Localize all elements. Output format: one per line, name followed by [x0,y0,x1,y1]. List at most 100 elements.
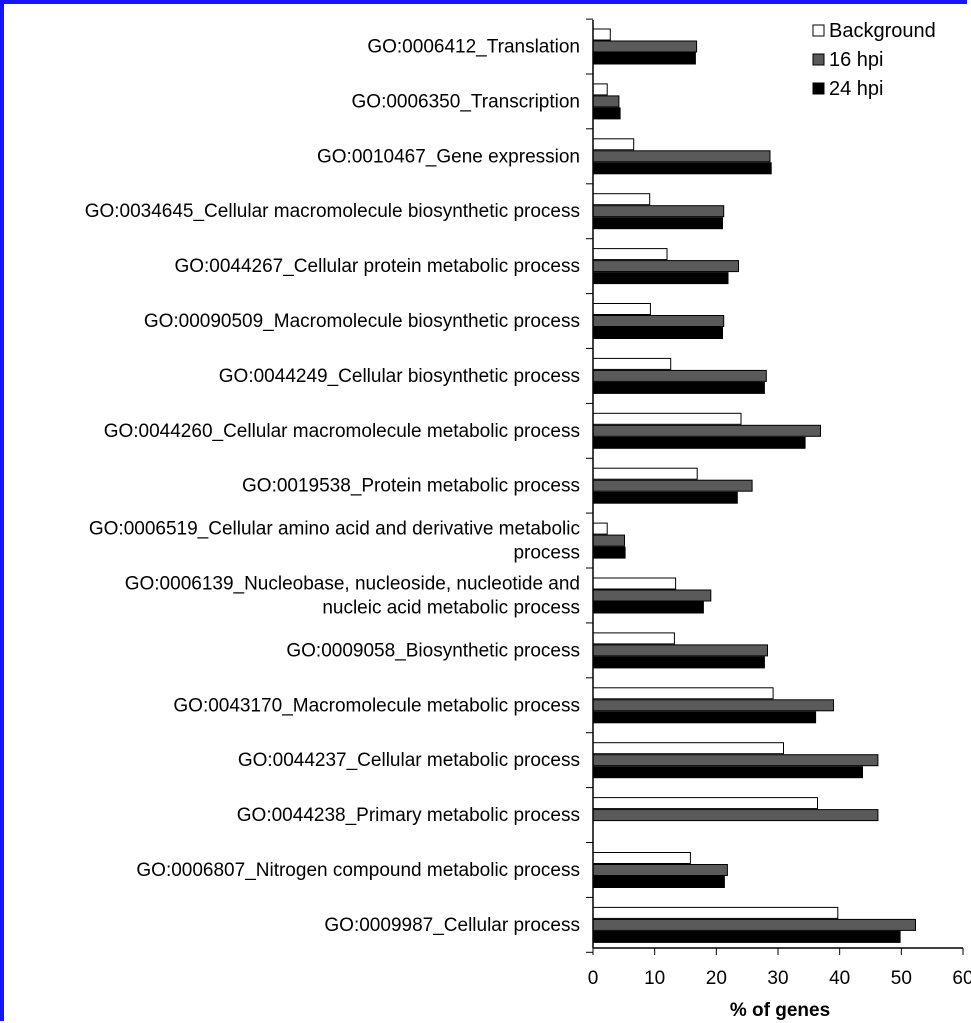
category-label: GO:0043170_Macromolecule metabolic proce… [173,695,580,716]
bar-24-hpi [592,381,765,394]
category-label-line: GO:0006807_Nitrogen compound metabolic p… [136,860,580,881]
x-tick-label: 10 [644,968,665,989]
bar-16-hpi [592,699,834,712]
category-labels: GO:0006412_Translation GO:0006350_Transcr… [85,37,580,936]
category-label-line: GO:0043170_Macromolecule metabolic proce… [173,695,580,716]
x-tick-label: 40 [829,968,850,989]
legend-swatch [812,82,825,95]
bar-background [592,797,818,810]
bar-background [592,467,698,480]
x-tick-label: 60 [952,968,971,989]
legend-swatch [812,24,825,37]
category-label: GO:0010467_Gene expression [317,146,580,167]
category-label: GO:00090509_Macromolecule biosynthetic p… [144,311,580,332]
legend-label: 16 hpi [829,49,884,71]
category-label: GO:0044237_Cellular metabolic process [238,750,580,771]
category-label: GO:0034645_Cellular macromolecule biosyn… [85,201,580,222]
bar-background [592,852,691,864]
bar-background [592,193,651,206]
bar-24-hpi [592,930,901,943]
category-label: GO:0044260_Cellular macromolecule metabo… [104,421,580,442]
category-label-line: GO:0044238_Primary metabolic process [237,805,580,826]
category-label-line: GO:0044249_Cellular biosynthetic process [219,366,580,387]
bar-16-hpi [592,534,625,547]
bar-24-hpi [592,601,704,614]
bar-16-hpi [592,918,916,931]
category-label: GO:0044249_Cellular biosynthetic process [219,366,580,387]
bar-16-hpi [592,150,771,163]
bar-16-hpi [592,864,728,876]
category-label-line: GO:0006350_Transcription [352,91,580,112]
bar-background [592,83,608,96]
bar-16-hpi [592,95,620,108]
category-label: GO:0006350_Transcription [352,91,580,112]
category-label-line: GO:0044267_Cellular protein metabolic pr… [174,256,580,277]
bar-background [592,412,742,425]
bar-24-hpi [592,436,806,449]
bar-background [592,303,651,315]
category-label-line: GO:0009058_Biosynthetic process [286,640,580,661]
category-label-line: GO:0044237_Cellular metabolic process [238,750,580,771]
category-label: GO:0009058_Biosynthetic process [286,640,580,661]
bars-layer [592,28,916,943]
bar-background [592,357,672,370]
x-tick-label: 0 [588,968,599,989]
bar-background [592,138,635,151]
category-label-line: GO:0009987_Cellular process [324,915,580,936]
bar-16-hpi [592,40,698,53]
bar-16-hpi [592,424,821,437]
legend-label: 24 hpi [829,78,884,100]
bar-16-hpi [592,260,739,273]
bar-24-hpi [592,327,723,339]
category-label-line: process [513,543,580,564]
legend-swatch [812,53,825,66]
category-label: GO:0044238_Primary metabolic process [237,805,580,826]
x-tick-label: 30 [767,968,788,989]
bar-24-hpi [592,766,863,779]
category-label-line: GO:0006139_Nucleobase, nucleoside, nucle… [125,574,580,595]
bar-24-hpi [592,656,765,669]
category-label-line: GO:0034645_Cellular macromolecule biosyn… [85,201,580,222]
x-tick-label: 50 [891,968,912,989]
bar-24-hpi [592,491,738,504]
legend: Background 16 hpi 24 hpi [812,20,936,100]
bar-16-hpi [592,479,753,492]
bar-background [592,687,774,700]
category-label: GO:0006807_Nitrogen compound metabolic p… [136,860,580,881]
category-label-line: GO:0019538_Protein metabolic process [242,476,580,497]
x-tick-label: 20 [706,968,727,989]
category-label-line: GO:0044260_Cellular macromolecule metabo… [104,421,580,442]
bar-24-hpi [592,876,725,888]
category-label: GO:0006519_Cellular amino acid and deriv… [89,519,580,564]
category-label: GO:0019538_Protein metabolic process [242,476,580,497]
category-label-line: GO:00090509_Macromolecule biosynthetic p… [144,311,580,332]
x-axis: 0 10 20 30 40 50 60 [586,18,971,989]
category-label: GO:0006139_Nucleobase, nucleoside, nucle… [125,574,580,619]
category-label: GO:0006412_Translation [367,37,580,58]
bar-16-hpi [592,205,725,218]
category-label-line: GO:0006519_Cellular amino acid and deriv… [89,519,580,540]
category-label: GO:0044267_Cellular protein metabolic pr… [174,256,580,277]
bar-background [592,906,839,919]
bar-background [592,577,677,590]
category-label-line: nucleic acid metabolic process [322,598,580,619]
category-label-line: GO:0006412_Translation [367,37,580,58]
bar-background [592,248,668,261]
bar-16-hpi [592,589,712,602]
bar-24-hpi [592,107,621,120]
bar-24-hpi [592,711,817,724]
bar-24-hpi [592,217,723,230]
bar-16-hpi [592,644,768,657]
bar-24-hpi [592,162,772,175]
bar-16-hpi [592,369,767,382]
category-label: GO:0009987_Cellular process [324,915,580,936]
legend-label: Background [829,20,936,42]
bar-16-hpi [592,315,725,327]
bar-background [592,742,784,755]
category-label-line: GO:0010467_Gene expression [317,146,580,167]
bar-16-hpi [592,809,879,822]
bar-16-hpi [592,754,879,767]
bar-24-hpi [592,52,696,65]
